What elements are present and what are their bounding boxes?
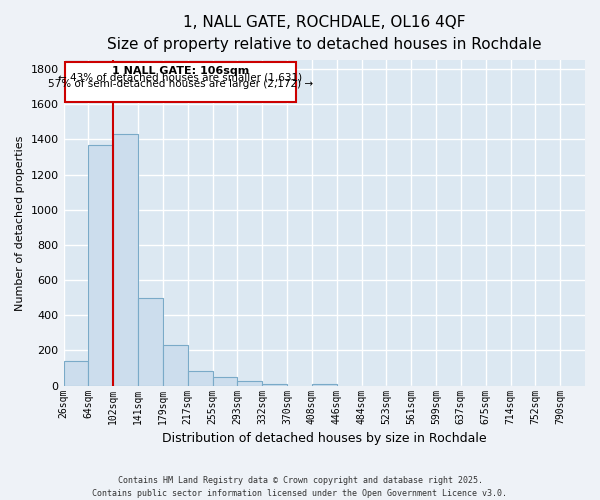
Bar — [113, 134, 138, 386]
Bar — [312, 384, 337, 386]
Title: 1, NALL GATE, ROCHDALE, OL16 4QF
Size of property relative to detached houses in: 1, NALL GATE, ROCHDALE, OL16 4QF Size of… — [107, 15, 542, 52]
Bar — [262, 384, 287, 386]
Bar — [212, 377, 238, 386]
Text: 57% of semi-detached houses are larger (2,172) →: 57% of semi-detached houses are larger (… — [47, 79, 313, 89]
Y-axis label: Number of detached properties: Number of detached properties — [15, 136, 25, 310]
Text: Contains HM Land Registry data © Crown copyright and database right 2025.
Contai: Contains HM Land Registry data © Crown c… — [92, 476, 508, 498]
Bar — [163, 345, 188, 386]
Bar — [188, 370, 212, 386]
FancyBboxPatch shape — [65, 62, 296, 102]
X-axis label: Distribution of detached houses by size in Rochdale: Distribution of detached houses by size … — [162, 432, 487, 445]
Bar — [238, 381, 262, 386]
Text: ← 43% of detached houses are smaller (1,631): ← 43% of detached houses are smaller (1,… — [58, 72, 302, 83]
Bar — [88, 144, 113, 386]
Bar — [138, 298, 163, 386]
Bar — [64, 361, 88, 386]
Text: 1 NALL GATE: 106sqm: 1 NALL GATE: 106sqm — [112, 66, 249, 76]
